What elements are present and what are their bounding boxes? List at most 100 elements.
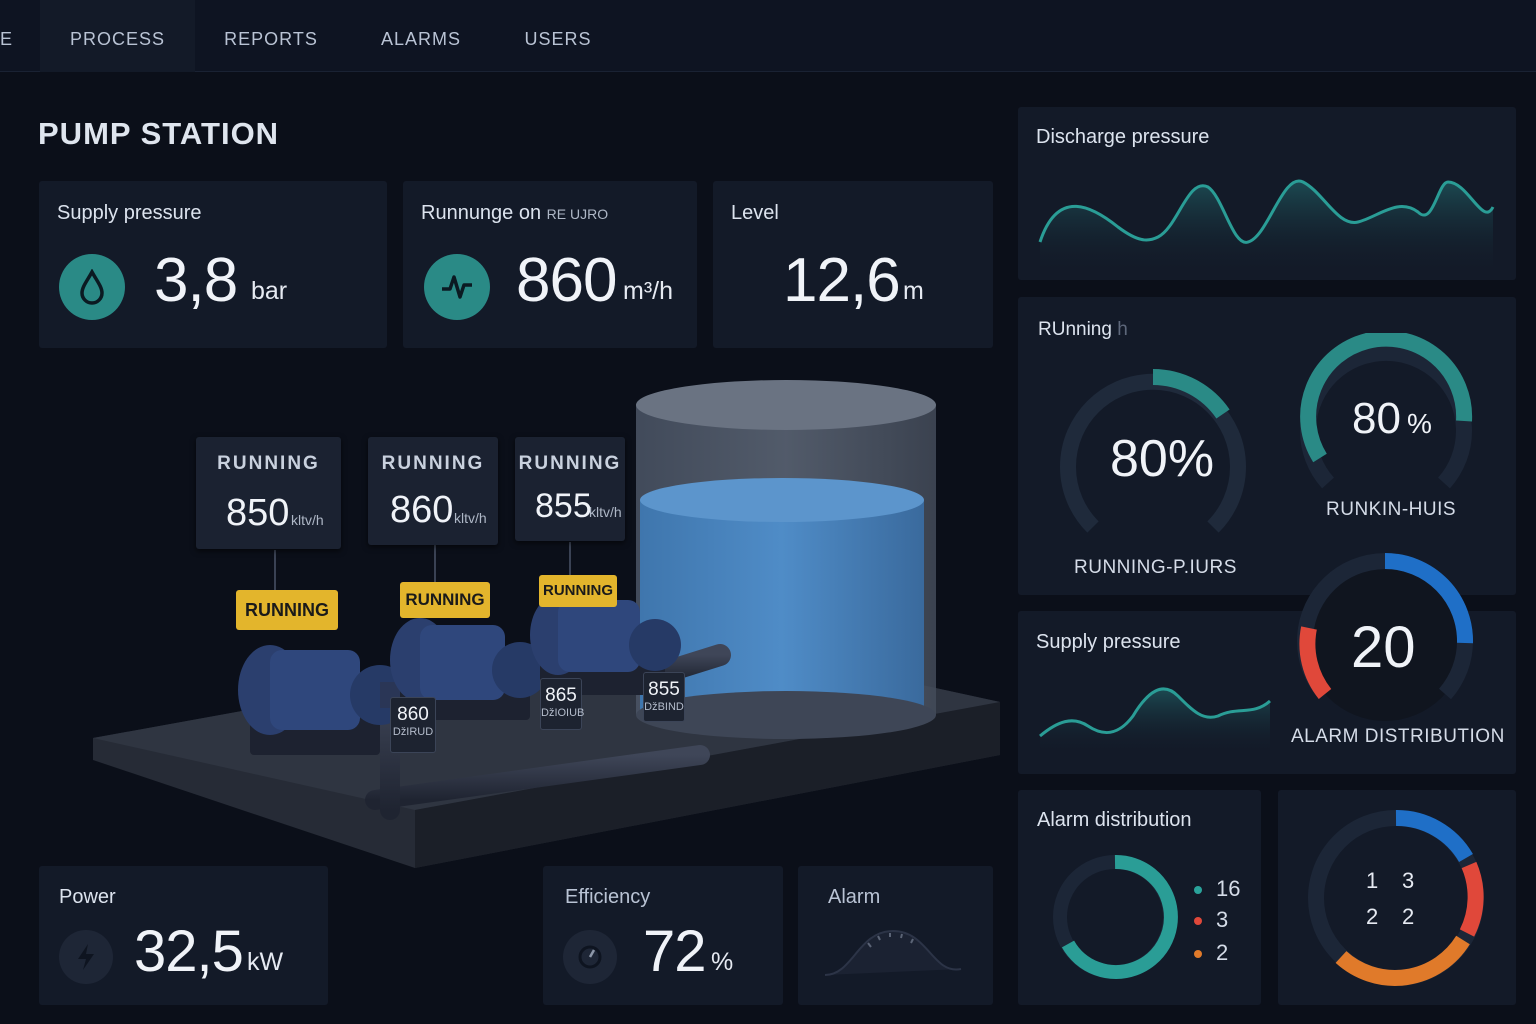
water-drop-icon bbox=[59, 254, 125, 320]
alarm-gauge-value: 20 bbox=[1351, 615, 1416, 680]
level-card[interactable]: Level 12,6 m bbox=[713, 181, 993, 348]
flow-title: Runnunge on bbox=[421, 202, 542, 224]
legend-item: 16 bbox=[1194, 876, 1240, 902]
flow-title-suffix: RE UJRO bbox=[546, 206, 609, 222]
pump-3 bbox=[530, 595, 681, 695]
plate-unit: ǅBIND bbox=[644, 701, 684, 713]
speedometer-icon bbox=[563, 930, 617, 984]
card-title: Alarm bbox=[828, 886, 881, 908]
pump-2-running-badge: RUNNING bbox=[400, 582, 490, 618]
lightning-icon bbox=[59, 930, 113, 984]
legend-dot bbox=[1194, 917, 1202, 926]
tab-e[interactable]: E bbox=[0, 29, 14, 49]
tab-process[interactable]: PROCESS bbox=[40, 0, 195, 72]
pump-2 bbox=[390, 618, 548, 720]
pump-status: RUNNING bbox=[381, 453, 485, 474]
page-title: PUMP STATION bbox=[38, 116, 280, 151]
pump-1-plate: 860 ǅIRUD bbox=[390, 697, 436, 753]
pump-2-plate: 865 ǅIOIUB bbox=[540, 678, 585, 730]
legend-item: 2 bbox=[1194, 940, 1228, 966]
pump-3-running-badge: RUNNING bbox=[539, 575, 617, 607]
donut-cell: 2 bbox=[1366, 904, 1379, 929]
gauge-unit: % bbox=[1406, 408, 1432, 439]
pump-1-tag[interactable]: RUNNING 850 kltv/h bbox=[196, 437, 341, 549]
pump-2-tag[interactable]: RUNNING 860 kltv/h bbox=[368, 437, 498, 545]
alarm-segment-donut bbox=[1308, 809, 1484, 986]
alarm-donut-chart bbox=[1053, 854, 1178, 979]
supply-pressure-card[interactable]: Supply pressure 3,8 bar bbox=[39, 181, 387, 348]
pump-value: 850 bbox=[226, 492, 290, 534]
dial-gauge-icon bbox=[824, 929, 962, 976]
tab-users[interactable]: USERS bbox=[524, 29, 592, 49]
supply-pressure-unit: bar bbox=[251, 277, 288, 305]
running-title-suffix: h bbox=[1117, 319, 1128, 340]
pump-unit: kltv/h bbox=[589, 504, 622, 520]
power-value: 32,5 bbox=[134, 919, 244, 984]
discharge-trend-chart bbox=[1038, 179, 1495, 277]
pump-1-running-badge: RUNNING bbox=[236, 590, 338, 630]
donut-cell: 1 bbox=[1366, 868, 1379, 893]
running-gauge-2-label: RUNKIN-HUIS bbox=[1326, 499, 1457, 520]
legend-dot bbox=[1194, 886, 1202, 895]
top-nav: E PROCESS REPORTS ALARMS USERS bbox=[0, 0, 1536, 72]
pump-unit: kltv/h bbox=[454, 510, 487, 526]
alarm-distribution-gauge bbox=[1297, 553, 1474, 721]
plate-value: 860 bbox=[397, 704, 429, 725]
flow-value: 860 bbox=[516, 246, 617, 315]
plate-value: 865 bbox=[545, 685, 577, 706]
legend-dot bbox=[1194, 950, 1202, 959]
waveform-icon bbox=[424, 254, 490, 320]
pump-3-tag[interactable]: RUNNING 855 kltv/h bbox=[515, 437, 625, 541]
card-title: Discharge pressure bbox=[1036, 126, 1210, 148]
donut-cell: 2 bbox=[1402, 904, 1415, 929]
pump-value: 855 bbox=[535, 487, 592, 525]
pump-value: 860 bbox=[390, 489, 454, 531]
flow-card[interactable]: Runnunge on RE UJRO 860 m³/h bbox=[403, 181, 697, 348]
pump-status: RUNNING bbox=[518, 453, 622, 474]
plate-value: 855 bbox=[648, 679, 680, 700]
running-gauge-1 bbox=[1060, 369, 1246, 533]
legend-value: 16 bbox=[1216, 876, 1241, 901]
running-gauge-1-label: RUNNING-P.IURS bbox=[1074, 557, 1237, 578]
running-gauge-1-value: 80% bbox=[1110, 430, 1215, 488]
tab-reports[interactable]: REPORTS bbox=[224, 29, 318, 49]
flow-unit: m³/h bbox=[623, 277, 673, 305]
tab-alarms[interactable]: ALARMS bbox=[380, 29, 462, 49]
legend-value: 3 bbox=[1216, 907, 1229, 932]
card-title: Supply pressure bbox=[1036, 631, 1181, 653]
pump-status: RUNNING bbox=[217, 453, 320, 474]
gauge-value: 80 bbox=[1352, 394, 1401, 443]
card-title: Runnunge on RE UJRO bbox=[421, 202, 608, 225]
efficiency-value: 72 bbox=[643, 919, 707, 984]
card-title: Power bbox=[59, 886, 116, 908]
pump-3-plate: 855 ǅBIND bbox=[643, 672, 685, 722]
plate-unit: ǅIRUD bbox=[392, 726, 434, 738]
card-title: Efficiency bbox=[565, 886, 651, 908]
discharge-pressure-card[interactable]: Discharge pressure bbox=[1018, 107, 1516, 280]
plate-unit: ǅIOIUB bbox=[541, 707, 585, 719]
card-title: Alarm distribution bbox=[1037, 809, 1192, 831]
power-unit: kW bbox=[247, 948, 284, 976]
efficiency-unit: % bbox=[711, 948, 734, 976]
supply-trend-chart bbox=[1039, 687, 1271, 756]
legend-value: 2 bbox=[1216, 940, 1229, 965]
level-value: 12,6 bbox=[783, 246, 901, 315]
running-gauge-2-value: 80% bbox=[1352, 394, 1432, 444]
alarm-donut-card[interactable]: 1 3 2 2 bbox=[1278, 790, 1516, 1005]
legend-item: 3 bbox=[1194, 907, 1228, 933]
pump-unit: kltv/h bbox=[291, 512, 324, 528]
running-title: RUnning bbox=[1038, 319, 1112, 340]
alarm-distribution-card[interactable]: Alarm distribution 16 3 2 bbox=[1018, 790, 1261, 1005]
card-title: RUnning h bbox=[1038, 319, 1128, 341]
efficiency-card[interactable]: Efficiency 72 % bbox=[543, 866, 783, 1005]
supply-pressure-value: 3,8 bbox=[154, 246, 238, 315]
card-title: Level bbox=[731, 202, 779, 224]
running-gauge-2 bbox=[1300, 333, 1473, 489]
alarm-gauge-label: ALARM DISTRIBUTION bbox=[1291, 726, 1505, 747]
running-hours-card[interactable]: RUnning h 80% RUNNING-P.IURS 80% RUNKIN-… bbox=[1018, 297, 1516, 595]
alarm-card[interactable]: Alarm bbox=[798, 866, 993, 1005]
level-unit: m bbox=[903, 277, 924, 305]
donut-cell: 3 bbox=[1402, 868, 1415, 893]
power-card[interactable]: Power 32,5 kW bbox=[39, 866, 328, 1005]
card-title: Supply pressure bbox=[57, 202, 202, 224]
